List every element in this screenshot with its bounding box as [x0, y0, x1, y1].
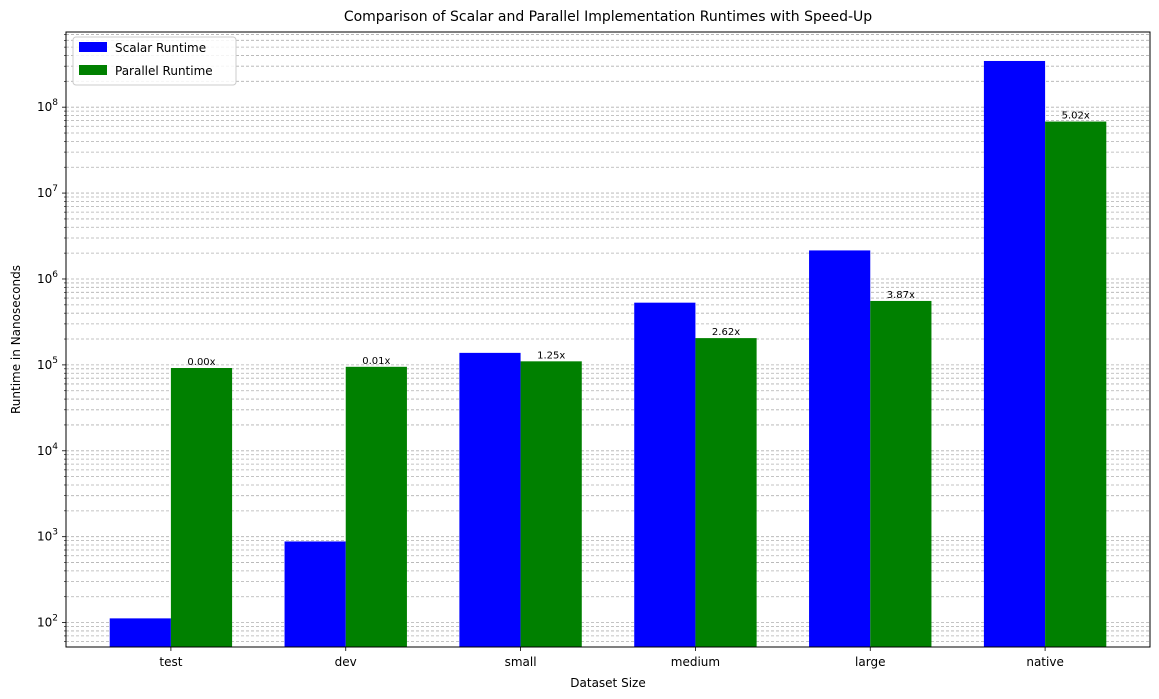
x-tick-label-dev: dev: [335, 655, 357, 669]
speedup-label-native: 5.02x: [1062, 111, 1090, 122]
bar-parallel-native: [1045, 121, 1107, 648]
bar-scalar-native: [983, 60, 1046, 648]
y-tick-label: 104: [37, 442, 58, 458]
y-tick-label: 102: [37, 614, 58, 630]
bar-scalar-large: [809, 250, 871, 647]
y-tick-label: 103: [37, 528, 58, 544]
speedup-label-large: 3.87x: [887, 290, 915, 301]
plot-frame: [65, 31, 1151, 648]
y-tick-label: 106: [37, 270, 58, 286]
bar-parallel-test: [170, 367, 233, 647]
speedup-label-test: 0.00x: [187, 357, 215, 368]
bar-scalar-test: [109, 618, 171, 647]
x-tick-label-native: native: [1026, 655, 1063, 669]
legend-box: [72, 36, 237, 86]
bar-parallel-large: [870, 300, 932, 647]
bar-scalar-dev: [284, 541, 346, 647]
axes: test dev small medium large native 102 103 104 10…: [37, 34, 1064, 669]
legend-label-scalar: Scalar Runtime: [115, 41, 206, 55]
bar-parallel-medium: [695, 338, 757, 647]
legend-swatch-parallel: [79, 65, 107, 75]
speedup-label-medium: 2.62x: [712, 327, 740, 338]
speedup-label-small: 1.25x: [537, 350, 565, 361]
chart-title: Comparison of Scalar and Parallel Implem…: [344, 9, 872, 25]
grid-lines: [66, 34, 1150, 643]
x-tick-label-small: small: [505, 655, 537, 669]
x-axis-title: Dataset Size: [570, 676, 645, 690]
x-tick-label-test: test: [159, 655, 182, 669]
bar-labels: 0.00x 0.01x 1.25x 2.62x 3.87x 5.02x: [187, 111, 1089, 368]
y-tick-label: 107: [37, 184, 58, 200]
bar-parallel-dev: [345, 366, 407, 647]
legend-label-parallel: Parallel Runtime: [115, 64, 213, 78]
bar-scalar-small: [459, 352, 521, 647]
x-tick-label-large: large: [855, 655, 885, 669]
legend-swatch-scalar: [79, 42, 107, 52]
bar-parallel-small: [520, 361, 582, 647]
y-tick-label: 108: [37, 98, 58, 114]
x-tick-label-medium: medium: [671, 655, 720, 669]
y-tick-label: 105: [37, 356, 58, 372]
speedup-label-dev: 0.01x: [362, 356, 390, 367]
bar-scalar-medium: [634, 302, 696, 647]
legend: Scalar Runtime Parallel Runtime: [72, 36, 237, 86]
bars: [109, 60, 1107, 648]
y-axis-title: Runtime in Nanoseconds: [9, 265, 23, 414]
